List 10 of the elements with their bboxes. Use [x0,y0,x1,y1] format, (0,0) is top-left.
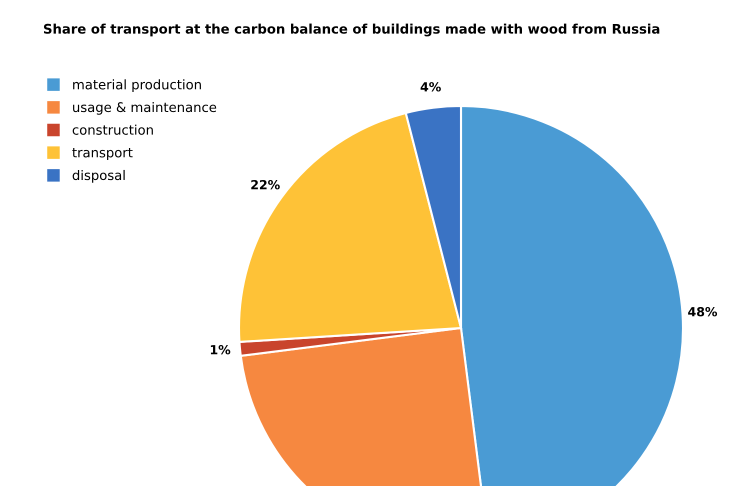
legend-label: usage & maintenance [73,102,216,115]
chart-title: Share of transport at the carbon balance of buildings made with wood from Russia [44,24,660,36]
legend-label: material production [73,79,201,92]
data-label: 22% [251,180,280,190]
legend-label: transport [72,148,133,160]
data-label: 1% [210,344,230,354]
data-label: 48% [688,306,718,316]
legend-label: construction [72,124,153,135]
data-label: 4% [420,82,441,92]
legend-label: disposal [72,170,125,183]
